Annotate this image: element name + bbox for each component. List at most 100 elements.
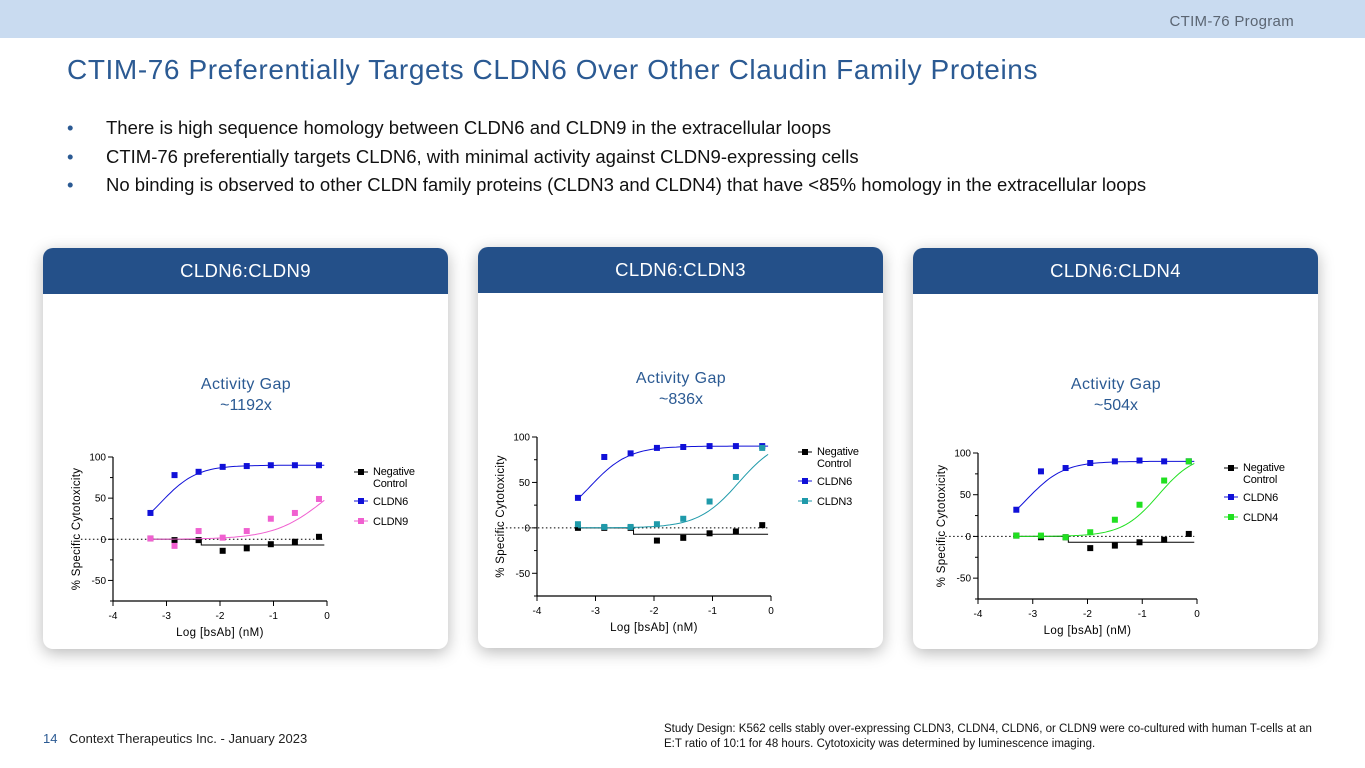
legend-label: CLDN6 [373,496,408,508]
chart-card-cldn9: CLDN6:CLDN9 Activity Gap ~1192x 100 50 0 -5… [43,248,448,649]
data-point-cldn6 [680,443,687,450]
data-point-negative-control [315,533,322,540]
data-point-cldn9 [171,542,178,549]
legend-marker [802,478,808,484]
plot-area: 100 50 0 -50 -4 -3 -2 -1 0 Log [bsAb] (nM) % Speci… [495,433,859,635]
data-point-cldn3 [574,521,581,528]
data-point-cldn6 [1111,458,1118,465]
data-point-cldn3 [706,498,713,505]
data-point-cldn6 [147,509,154,516]
data-point-cldn6 [574,494,581,501]
data-point-negative-control [195,537,202,544]
y-tick-label: 0 [100,535,106,546]
data-point-cldn6 [195,468,202,475]
data-point-cldn6 [627,450,634,457]
activity-gap-title: Activity Gap [201,376,291,393]
legend-marker [1228,494,1234,500]
data-point-cldn6 [1062,465,1069,472]
legend-label: Negative [817,446,859,458]
y-tick-label: 50 [960,490,972,501]
top-bar [0,0,1365,38]
chart-card-cldn4: CLDN6:CLDN4 Activity Gap ~504x 100 50 0 -50… [913,248,1318,649]
data-point-cldn6 [291,462,298,469]
data-point-cldn4 [1111,516,1118,523]
data-point-cldn6 [653,444,660,451]
x-tick-label: 0 [768,606,774,617]
fit-curve-cldn9 [150,499,325,540]
legend-label: Control [817,458,851,470]
data-point-negative-control [653,537,660,544]
y-tick-label: -50 [957,574,972,585]
chart-cldn6-cldn4: Activity Gap ~504x 100 50 0 -50 -4 -3 -2 -1 0 Log… [936,376,1285,638]
data-point-cldn9 [243,528,250,535]
bullet-text: No binding is observed to other CLDN fam… [106,174,1147,195]
plot-area: 100 50 0 -50 -4 -3 -2 -1 0 Log [bsAb] (nM) % Speci… [936,449,1285,638]
legend-marker [802,449,808,455]
legend-label: CLDN9 [373,516,408,528]
data-point-cldn6 [706,443,713,450]
x-tick-label: 0 [1194,609,1200,620]
y-axis-label: % Specific Cytotoxicity [936,465,948,588]
y-tick-label: 0 [965,532,971,543]
data-point-cldn4 [1037,532,1044,539]
data-point-cldn9 [267,515,274,522]
data-point-cldn9 [291,509,298,516]
x-tick-label: -4 [533,606,542,617]
y-tick-label: 100 [89,453,106,464]
legend-label: Negative [373,466,415,478]
legend-label: Control [1243,474,1277,486]
fit-curve-cldn4 [1016,462,1195,537]
legend-marker [358,469,364,475]
activity-gap-title: Activity Gap [636,370,726,387]
card-header: CLDN6:CLDN9 [43,248,448,294]
x-tick-label: -4 [974,609,983,620]
chart-cldn6-cldn3: Activity Gap ~836x 100 50 0 -50 -4 -3 -2 -1 0 Log… [495,370,859,635]
data-point-cldn6 [1037,468,1044,475]
data-point-cldn3 [627,523,634,530]
x-tick-label: -3 [162,611,171,622]
data-point-cldn3 [759,444,766,451]
x-axis-label: Log [bsAb] (nM) [176,627,264,639]
bullet-item: • CTIM-76 preferentially targets CLDN6, w… [67,146,1146,175]
data-point-cldn6 [315,462,322,469]
card-header: CLDN6:CLDN4 [913,248,1318,294]
x-tick-label: -3 [1028,609,1037,620]
y-tick-label: 50 [95,494,107,505]
data-point-cldn9 [147,535,154,542]
activity-gap-title: Activity Gap [1071,376,1161,393]
legend-label: Negative [1243,462,1285,474]
chart-card-cldn3: CLDN6:CLDN3 Activity Gap ~836x 100 50 0 -50… [478,247,883,648]
data-point-negative-control [171,537,178,544]
data-point-cldn4 [1185,458,1192,465]
data-point-cldn3 [680,515,687,522]
data-point-negative-control [267,541,274,548]
data-point-negative-control [219,547,226,554]
data-point-cldn6 [1136,457,1143,464]
x-axis-label: Log [bsAb] (nM) [1044,625,1132,637]
data-point-cldn6 [1087,460,1094,467]
bullet-dot: • [67,117,74,138]
legend-marker [358,498,364,504]
data-point-cldn3 [601,523,608,530]
bullet-item: • No binding is observed to other CLDN fa… [67,174,1146,203]
page-number: 14 [43,731,58,746]
y-tick-label: 0 [524,523,530,534]
legend-marker [1228,514,1234,520]
data-point-cldn6 [732,443,739,450]
data-point-cldn4 [1087,529,1094,536]
x-tick-label: -1 [708,606,717,617]
data-point-negative-control [1161,536,1168,543]
bullet-list: • There is high sequence homology between… [67,117,1146,203]
bullet-dot: • [67,174,74,195]
y-tick-label: 50 [519,478,531,489]
activity-gap-value: ~1192x [220,397,272,414]
x-tick-label: -2 [216,611,225,622]
bullet-text: There is high sequence homology between … [106,117,831,138]
legend-marker [1228,465,1234,471]
legend-label: Control [373,478,407,490]
legend-marker [802,498,808,504]
activity-gap-value: ~504x [1094,397,1138,414]
bullet-text: CTIM-76 preferentially targets CLDN6, wi… [106,145,859,167]
legend-label: CLDN3 [817,496,852,508]
x-tick-label: 0 [324,611,330,622]
